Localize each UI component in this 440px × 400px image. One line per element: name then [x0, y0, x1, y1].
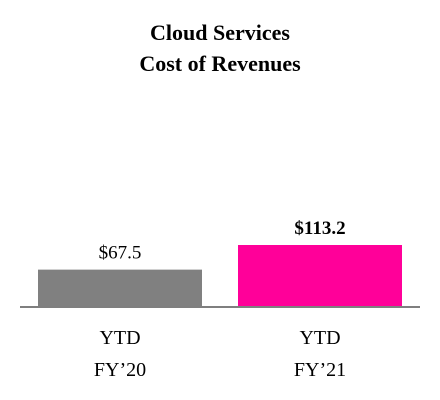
- bars-layer: [38, 245, 402, 306]
- chart-title-line-1: Cloud Services: [150, 20, 290, 45]
- bar-1: [38, 269, 202, 306]
- x-tick-label-1-line-2: FY’20: [94, 359, 146, 381]
- x-tick-label-1-line-1: YTD: [99, 327, 140, 349]
- x-tick-label-2-line-1: YTD: [299, 327, 340, 349]
- data-labels-layer: $67.5 $113.2: [99, 218, 346, 264]
- x-tick-labels: YTD FY’20 YTD FY’21: [94, 327, 346, 381]
- data-label-1: $67.5: [99, 243, 142, 264]
- data-label-2: $113.2: [294, 218, 345, 239]
- bar-2: [238, 245, 402, 306]
- x-tick-label-2-line-2: FY’21: [294, 359, 346, 381]
- chart-title-line-2: Cost of Revenues: [139, 51, 301, 76]
